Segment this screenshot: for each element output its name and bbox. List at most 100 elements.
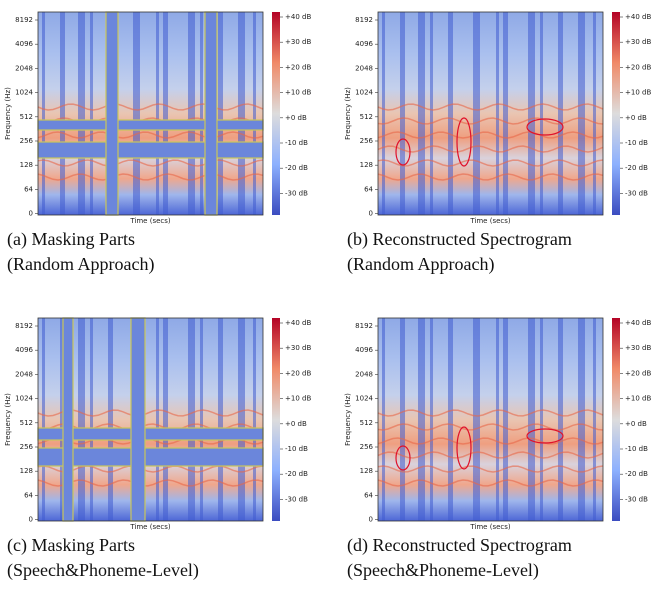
x-axis-label: Time (secs) [469,523,511,531]
panel: 8192 4096 2048 1024 512 256 128 64 0 Frequency (H… [4,317,311,531]
spectrogram-gap [156,12,159,215]
spectrogram-gap [496,318,499,521]
spectrogram-gap [218,318,223,521]
y-tick-label: 8192 [355,16,373,24]
harmonic [37,465,264,473]
harmonic [377,145,604,153]
y-tick-label: 1024 [355,395,373,403]
y-axis-label: Frequency (Hz) [4,393,12,446]
spectrogram-gap [578,318,585,521]
colorbar-tick-label: +40 dB [625,13,651,21]
colorbar-tick-label: +20 dB [285,63,311,71]
spectrogram-gap [60,12,65,215]
spectrogram-gap [78,12,85,215]
highlight [456,426,472,470]
colorbar-tick-label: +40 dB [285,319,311,327]
plot-frame [37,317,264,522]
harmonic [37,103,264,111]
colorbar-tick-label: +40 dB [625,319,651,327]
caption: (Random Approach) [347,254,494,275]
y-tick-label: 0 [369,516,373,524]
highlight [456,117,472,167]
harmonic [377,131,604,139]
harmonic [377,437,604,445]
y-tick-label: 256 [360,137,374,145]
harmonic [377,103,604,111]
highlight [395,138,411,166]
spectrogram-gap [496,12,499,215]
harmonic [377,173,604,181]
mask [62,317,74,522]
y-tick-label: 8192 [15,322,33,330]
spectrogram-gap [528,12,535,215]
colorbar [612,12,620,215]
y-tick-label: 0 [369,210,373,218]
panel: 8192 4096 2048 1024 512 256 128 64 0 Frequency (H… [4,11,311,225]
spectrogram-gap [418,318,425,521]
y-tick-label: 0 [29,210,33,218]
spectrogram-gap [90,12,93,215]
y-tick-label: 512 [360,419,373,427]
y-axis-label: Frequency (Hz) [4,87,12,140]
colorbar-tick-label: +0 dB [625,114,647,122]
spectrogram-gap [448,318,453,521]
spectrogram-gap [200,12,203,215]
spectrogram-gap [503,318,508,521]
spectrogram-gap [163,12,168,215]
harmonic [377,409,604,417]
harmonic [377,465,604,473]
harmonic [37,479,264,487]
y-tick-label: 512 [360,113,373,121]
spectrogram-gap [42,12,45,215]
harmonic [377,423,604,431]
colorbar-tick-label: +10 dB [625,89,651,97]
y-tick-label: 1024 [15,395,33,403]
y-tick-label: 2048 [355,64,373,72]
y-tick-label: 4096 [15,40,33,48]
spectrogram-gap [253,12,256,215]
colorbar-tick-label: -20 dB [285,470,308,478]
spectrogram-gap [540,12,543,215]
y-tick-label: 256 [20,443,34,451]
panel: 8192 4096 2048 1024 512 256 128 64 0 Frequency (H… [344,317,651,531]
spectrogram-gap [133,12,140,215]
spectrogram-gap [593,12,596,215]
harmonic [37,409,264,417]
panel: 8192 4096 2048 1024 512 256 128 64 0 Frequency (H… [344,11,651,225]
mask [130,317,146,522]
spectrogram [38,12,263,215]
y-tick-label: 128 [360,467,373,475]
colorbar-tick-label: -10 dB [285,445,308,453]
y-axis-label: Frequency (Hz) [344,87,352,140]
spectrogram-gap [78,318,85,521]
colorbar-tick-label: -20 dB [625,470,648,478]
colorbar-tick-label: -30 dB [285,189,308,197]
spectrogram-gap [108,318,113,521]
colorbar-tick-label: -10 dB [625,139,648,147]
y-tick-label: 1024 [355,89,373,97]
y-tick-label: 64 [24,185,33,193]
colorbar-tick-label: -30 dB [285,495,308,503]
colorbar-tick-label: +20 dB [625,63,651,71]
caption: (a) Masking Parts [7,229,135,250]
spectrogram-gap [418,12,425,215]
harmonic [377,159,604,167]
y-tick-label: 512 [20,113,33,121]
spectrogram-gap [382,318,385,521]
plot-frame [377,11,604,216]
spectrogram-gap [430,12,433,215]
colorbar-tick-label: +0 dB [285,114,307,122]
colorbar-tick-label: +30 dB [625,38,651,46]
colorbar-tick-label: +0 dB [285,420,307,428]
y-tick-label: 4096 [15,346,33,354]
plot-frame [377,317,604,522]
harmonic [37,173,264,181]
y-tick-label: 128 [20,161,33,169]
colorbar-tick-label: +10 dB [285,89,311,97]
harmonic [37,159,264,167]
spectrogram-gap [188,318,195,521]
spectrogram [378,318,603,521]
colorbar-tick-label: +30 dB [285,344,311,352]
y-tick-label: 2048 [355,370,373,378]
